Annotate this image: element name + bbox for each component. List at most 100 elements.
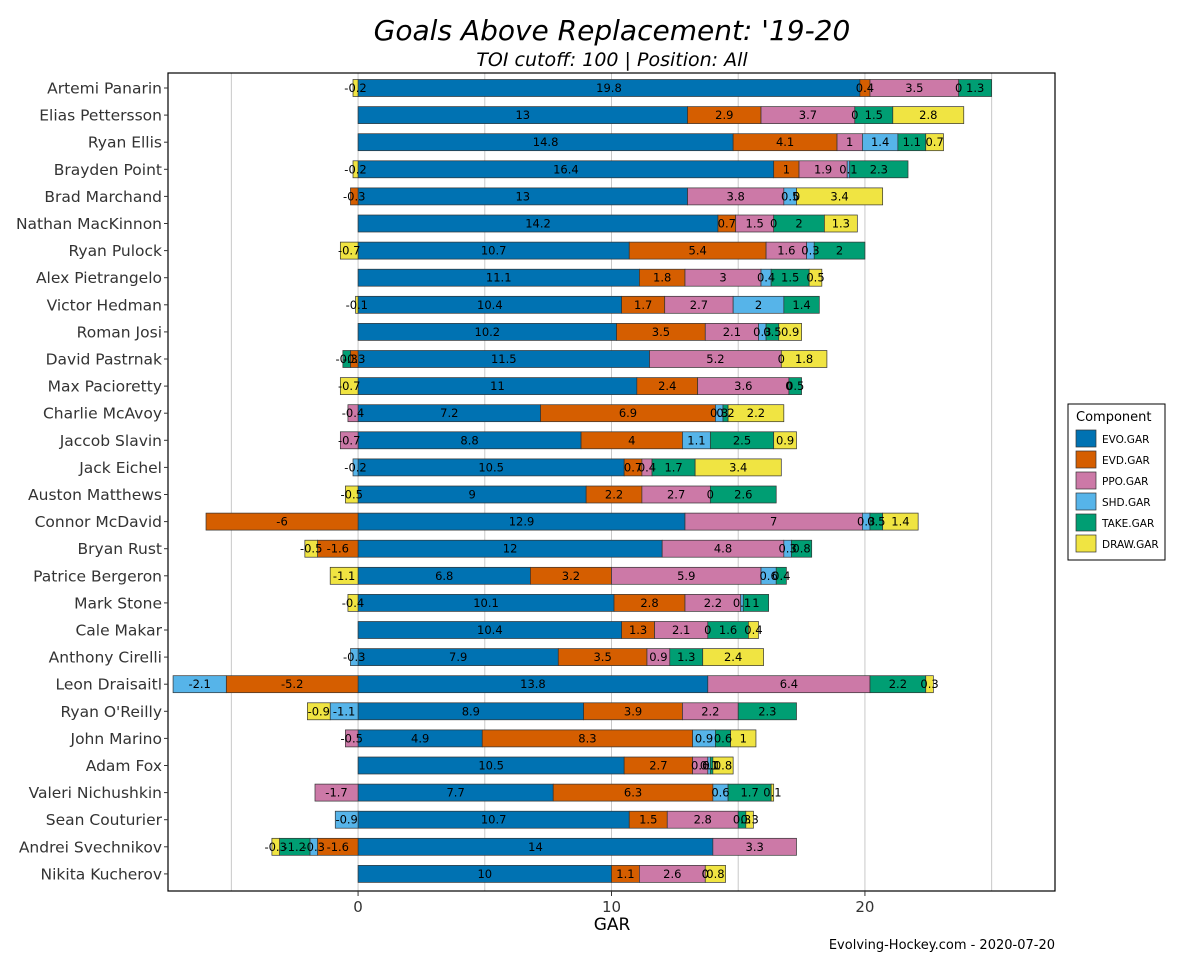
bar-value-label: 10.5 (478, 759, 504, 773)
value-labels: 19.8 0.4 3.5 0 1.3-0.213 2.9 3.7 0 1.5 2.814.8 4.1… (188, 81, 984, 881)
bar-value-label: 1.3 (832, 217, 850, 231)
bar-segment (205, 512, 359, 531)
y-axis: Artemi Panarin Elias Pettersson Ryan Ellis… (16, 80, 168, 883)
bar-value-label: 3.8 (727, 189, 745, 203)
player-label: Elias Pettersson (39, 107, 162, 125)
bar-segment (334, 810, 359, 829)
bar-value-label: 3.5 (652, 325, 670, 339)
bar-value-label: 7.9 (449, 650, 467, 664)
bar-value-label: 1.7 (634, 298, 652, 312)
bar-value-label: 0.8 (706, 867, 724, 881)
legend-title: Component (1076, 410, 1151, 425)
legend-label: DRAW.GAR (1102, 539, 1159, 551)
bar-segment (892, 106, 965, 124)
bar-value-label: 11.5 (491, 352, 517, 366)
bar-value-label: 3.9 (624, 704, 642, 718)
bar-value-label: 19.8 (596, 81, 622, 95)
bar-value-label: 11.1 (486, 271, 512, 285)
bar-value-label: 3 (719, 271, 726, 285)
bar-value-label: 2.8 (640, 596, 658, 610)
legend-label: EVD.GAR (1102, 455, 1150, 467)
bar-value-label: -0.3 (343, 189, 365, 203)
bar-segment (352, 79, 359, 97)
player-label: Max Pacioretty (48, 378, 162, 396)
bar-value-label: 10.4 (477, 623, 503, 637)
gridlines (230, 73, 993, 891)
x-tick-label: 10 (602, 898, 621, 916)
bar-value-label: 0.1 (839, 162, 857, 176)
bar-value-label: 7.7 (446, 786, 464, 800)
bar-value-label: 0 (793, 189, 800, 203)
bar-segment (742, 594, 769, 612)
bar-value-label: 0.5 (867, 515, 885, 529)
bar-value-label: 2.9 (715, 108, 733, 122)
bar-value-label: 1.1 (616, 867, 634, 881)
legend-swatch (1075, 492, 1097, 511)
bar-value-label: 0.5 (786, 379, 804, 393)
bar-segment (745, 810, 754, 829)
legend: Component EVO.GAR EVD.GAR PPO.GAR SHD.GAR TA… (1067, 403, 1166, 561)
legend-swatch (1075, 513, 1097, 532)
bar-segment (788, 377, 802, 395)
player-label: Roman Josi (77, 323, 162, 341)
x-axis: 0 10 20 (353, 891, 874, 916)
bar-segment (339, 431, 359, 450)
bar-segment (709, 485, 777, 504)
bar-segment (350, 648, 359, 666)
bar-value-label: 0.8 (792, 542, 810, 556)
bar-segment (737, 702, 797, 721)
legend-label: SHD.GAR (1102, 497, 1151, 509)
bar-value-label: 0.4 (638, 460, 656, 474)
bar-segment (727, 404, 785, 423)
player-label: Nikita Kucherov (41, 865, 162, 883)
bar-value-label: 13 (515, 189, 530, 203)
bar-value-label: 0.3 (920, 677, 938, 691)
bar-segment (882, 512, 919, 531)
bar-value-label: 5.4 (689, 244, 707, 258)
bar-segment (345, 729, 359, 748)
bar-segment (271, 837, 280, 856)
bar-value-label: -1.6 (327, 542, 349, 556)
bar-value-label: 0.7 (925, 135, 943, 149)
bar-value-label: 3.2 (562, 569, 580, 583)
bar-value-label: 0 (785, 379, 792, 393)
bar-value-label: 6.4 (780, 677, 798, 691)
bar-value-label: 14.8 (533, 135, 559, 149)
bar-value-label: 1 (740, 731, 747, 745)
bar-value-label: 1.9 (814, 162, 832, 176)
bar-value-label: 2.4 (658, 379, 676, 393)
bar-value-label: 2.2 (747, 406, 765, 420)
x-tick-label: 0 (353, 898, 363, 916)
bar-value-label: -1.6 (327, 840, 349, 854)
bar-segment (808, 268, 823, 287)
bar-segment (748, 621, 759, 639)
player-label: Brad Marchand (44, 188, 162, 206)
legend-swatch (1075, 471, 1097, 490)
player-label: David Pastrnak (46, 351, 162, 369)
bar-value-label: 8.8 (460, 433, 478, 447)
bar-value-label: -0.5 (341, 488, 363, 502)
player-label: Auston Matthews (28, 486, 162, 504)
bar-value-label: 0.3 (857, 515, 875, 529)
bar-value-label: 0.9 (695, 731, 713, 745)
bar-value-label: 0.6 (711, 786, 729, 800)
bar-value-label: 0.6 (691, 759, 709, 773)
bar-segment (704, 865, 726, 883)
bar-value-label: -0.3 (264, 840, 286, 854)
bar-value-label: -1.2 (283, 840, 305, 854)
bar-segment (791, 539, 813, 558)
bar-value-label: 1.8 (795, 352, 813, 366)
bar-segment (849, 160, 909, 179)
bar-value-label: 1.5 (746, 217, 764, 231)
bar-segment (712, 837, 797, 856)
player-label: Cale Makar (75, 622, 162, 640)
bar-value-label: 2 (755, 298, 762, 312)
player-label: Valeri Nichushkin (29, 784, 162, 802)
bar-value-label: 2.3 (870, 162, 888, 176)
player-label: Ryan Ellis (88, 134, 162, 152)
bar-value-label: 2.7 (690, 298, 708, 312)
bar-value-label: 1.4 (871, 135, 889, 149)
bar-value-label: 1 (752, 596, 759, 610)
bar-value-label: -0.3 (343, 650, 365, 664)
player-label: Jack Eichel (78, 459, 162, 477)
